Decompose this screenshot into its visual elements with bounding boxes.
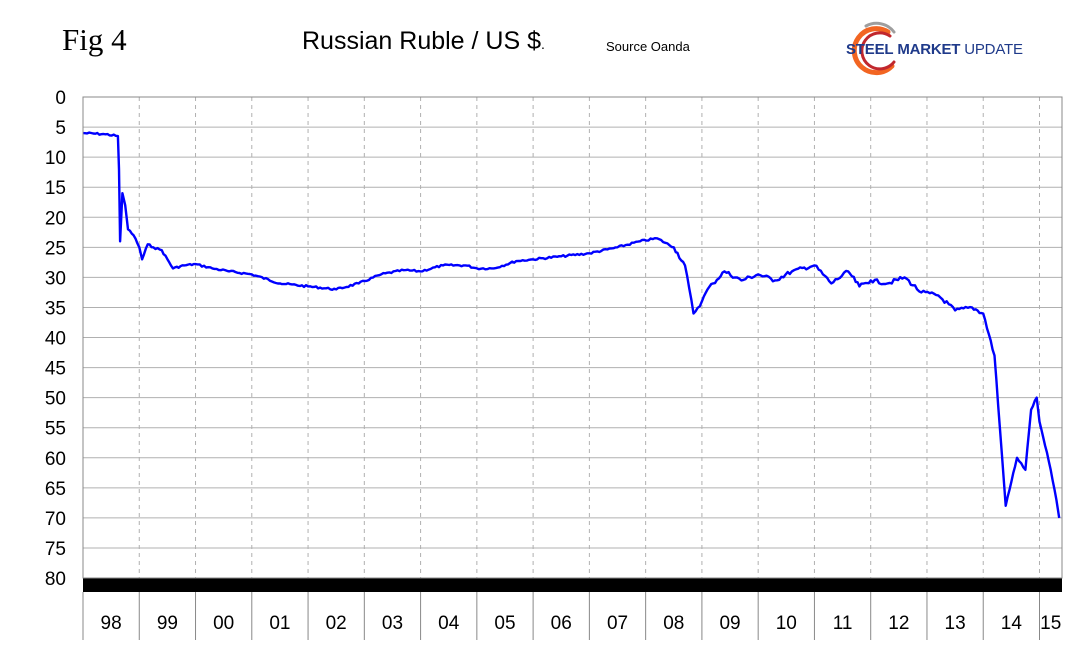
logo-text: STEEL MARKET UPDATE — [846, 41, 1023, 58]
x-axis: 98 99 00 01 02 03 04 05 06 07 08 09 10 11 12 13 14 15 — [82, 592, 1061, 640]
logo-swoosh-icon — [851, 21, 896, 76]
y-tick-label: 5 — [55, 118, 66, 139]
x-tick-label: 04 — [438, 613, 460, 634]
y-tick-label: 20 — [45, 208, 66, 229]
x-tick-label: 03 — [382, 613, 403, 634]
y-tick-label: 55 — [45, 419, 66, 440]
x-tick-label: 13 — [945, 613, 966, 634]
x-tick-label: 02 — [326, 613, 347, 634]
y-tick-label: 30 — [45, 268, 66, 289]
x-tick-label: 07 — [607, 613, 628, 634]
x-tick-label: 09 — [719, 613, 740, 634]
chart-title-text: Russian Ruble / US $ — [302, 27, 542, 55]
series-line — [82, 131, 1061, 519]
x-tick-label: 06 — [551, 613, 572, 634]
y-tick-label: 45 — [45, 359, 66, 380]
x-tick-label: 14 — [1001, 613, 1023, 634]
x-axis-band — [83, 578, 1062, 592]
x-tick-label: 00 — [213, 613, 234, 634]
x-tick-label: 99 — [157, 613, 178, 634]
y-tick-label: 70 — [45, 509, 66, 530]
chart-title-suffix: . — [541, 36, 545, 52]
y-tick-label: 80 — [45, 569, 66, 590]
figure-label: Fig 4 — [62, 22, 127, 57]
x-tick-label: 10 — [776, 613, 797, 634]
y-tick-label: 15 — [45, 178, 66, 199]
x-tick-label: 15 — [1040, 613, 1061, 634]
y-tick-label: 65 — [45, 479, 66, 500]
logo-market: MARKET — [897, 41, 961, 58]
steel-market-update-logo: STEEL MARKET UPDATE — [836, 20, 1036, 78]
y-tick-label: 50 — [45, 389, 66, 410]
y-tick-label: 75 — [45, 539, 66, 560]
y-tick-label: 25 — [45, 238, 66, 259]
y-tick-label: 10 — [45, 148, 66, 169]
chart-grid — [83, 96, 1062, 579]
x-tick-label: 01 — [269, 613, 290, 634]
chart-title: Russian Ruble / US $. — [302, 27, 545, 56]
y-axis: 0 5 10 15 20 25 30 35 40 45 50 55 60 65 70 75 80 — [45, 88, 66, 590]
y-tick-label: 40 — [45, 329, 66, 350]
plot-border — [82, 96, 1063, 579]
y-tick-label: 35 — [45, 298, 66, 319]
y-tick-label: 60 — [45, 449, 66, 470]
x-tick-label: 05 — [494, 613, 515, 634]
chart-source: Source Oanda — [606, 39, 690, 54]
logo-steel: STEEL — [846, 41, 894, 58]
logo-update: UPDATE — [964, 41, 1023, 58]
y-tick-label: 0 — [55, 88, 66, 109]
x-tick-label: 08 — [663, 613, 684, 634]
x-tick-label: 11 — [833, 613, 853, 634]
x-tick-label: 98 — [101, 613, 122, 634]
x-tick-label: 12 — [888, 613, 909, 634]
